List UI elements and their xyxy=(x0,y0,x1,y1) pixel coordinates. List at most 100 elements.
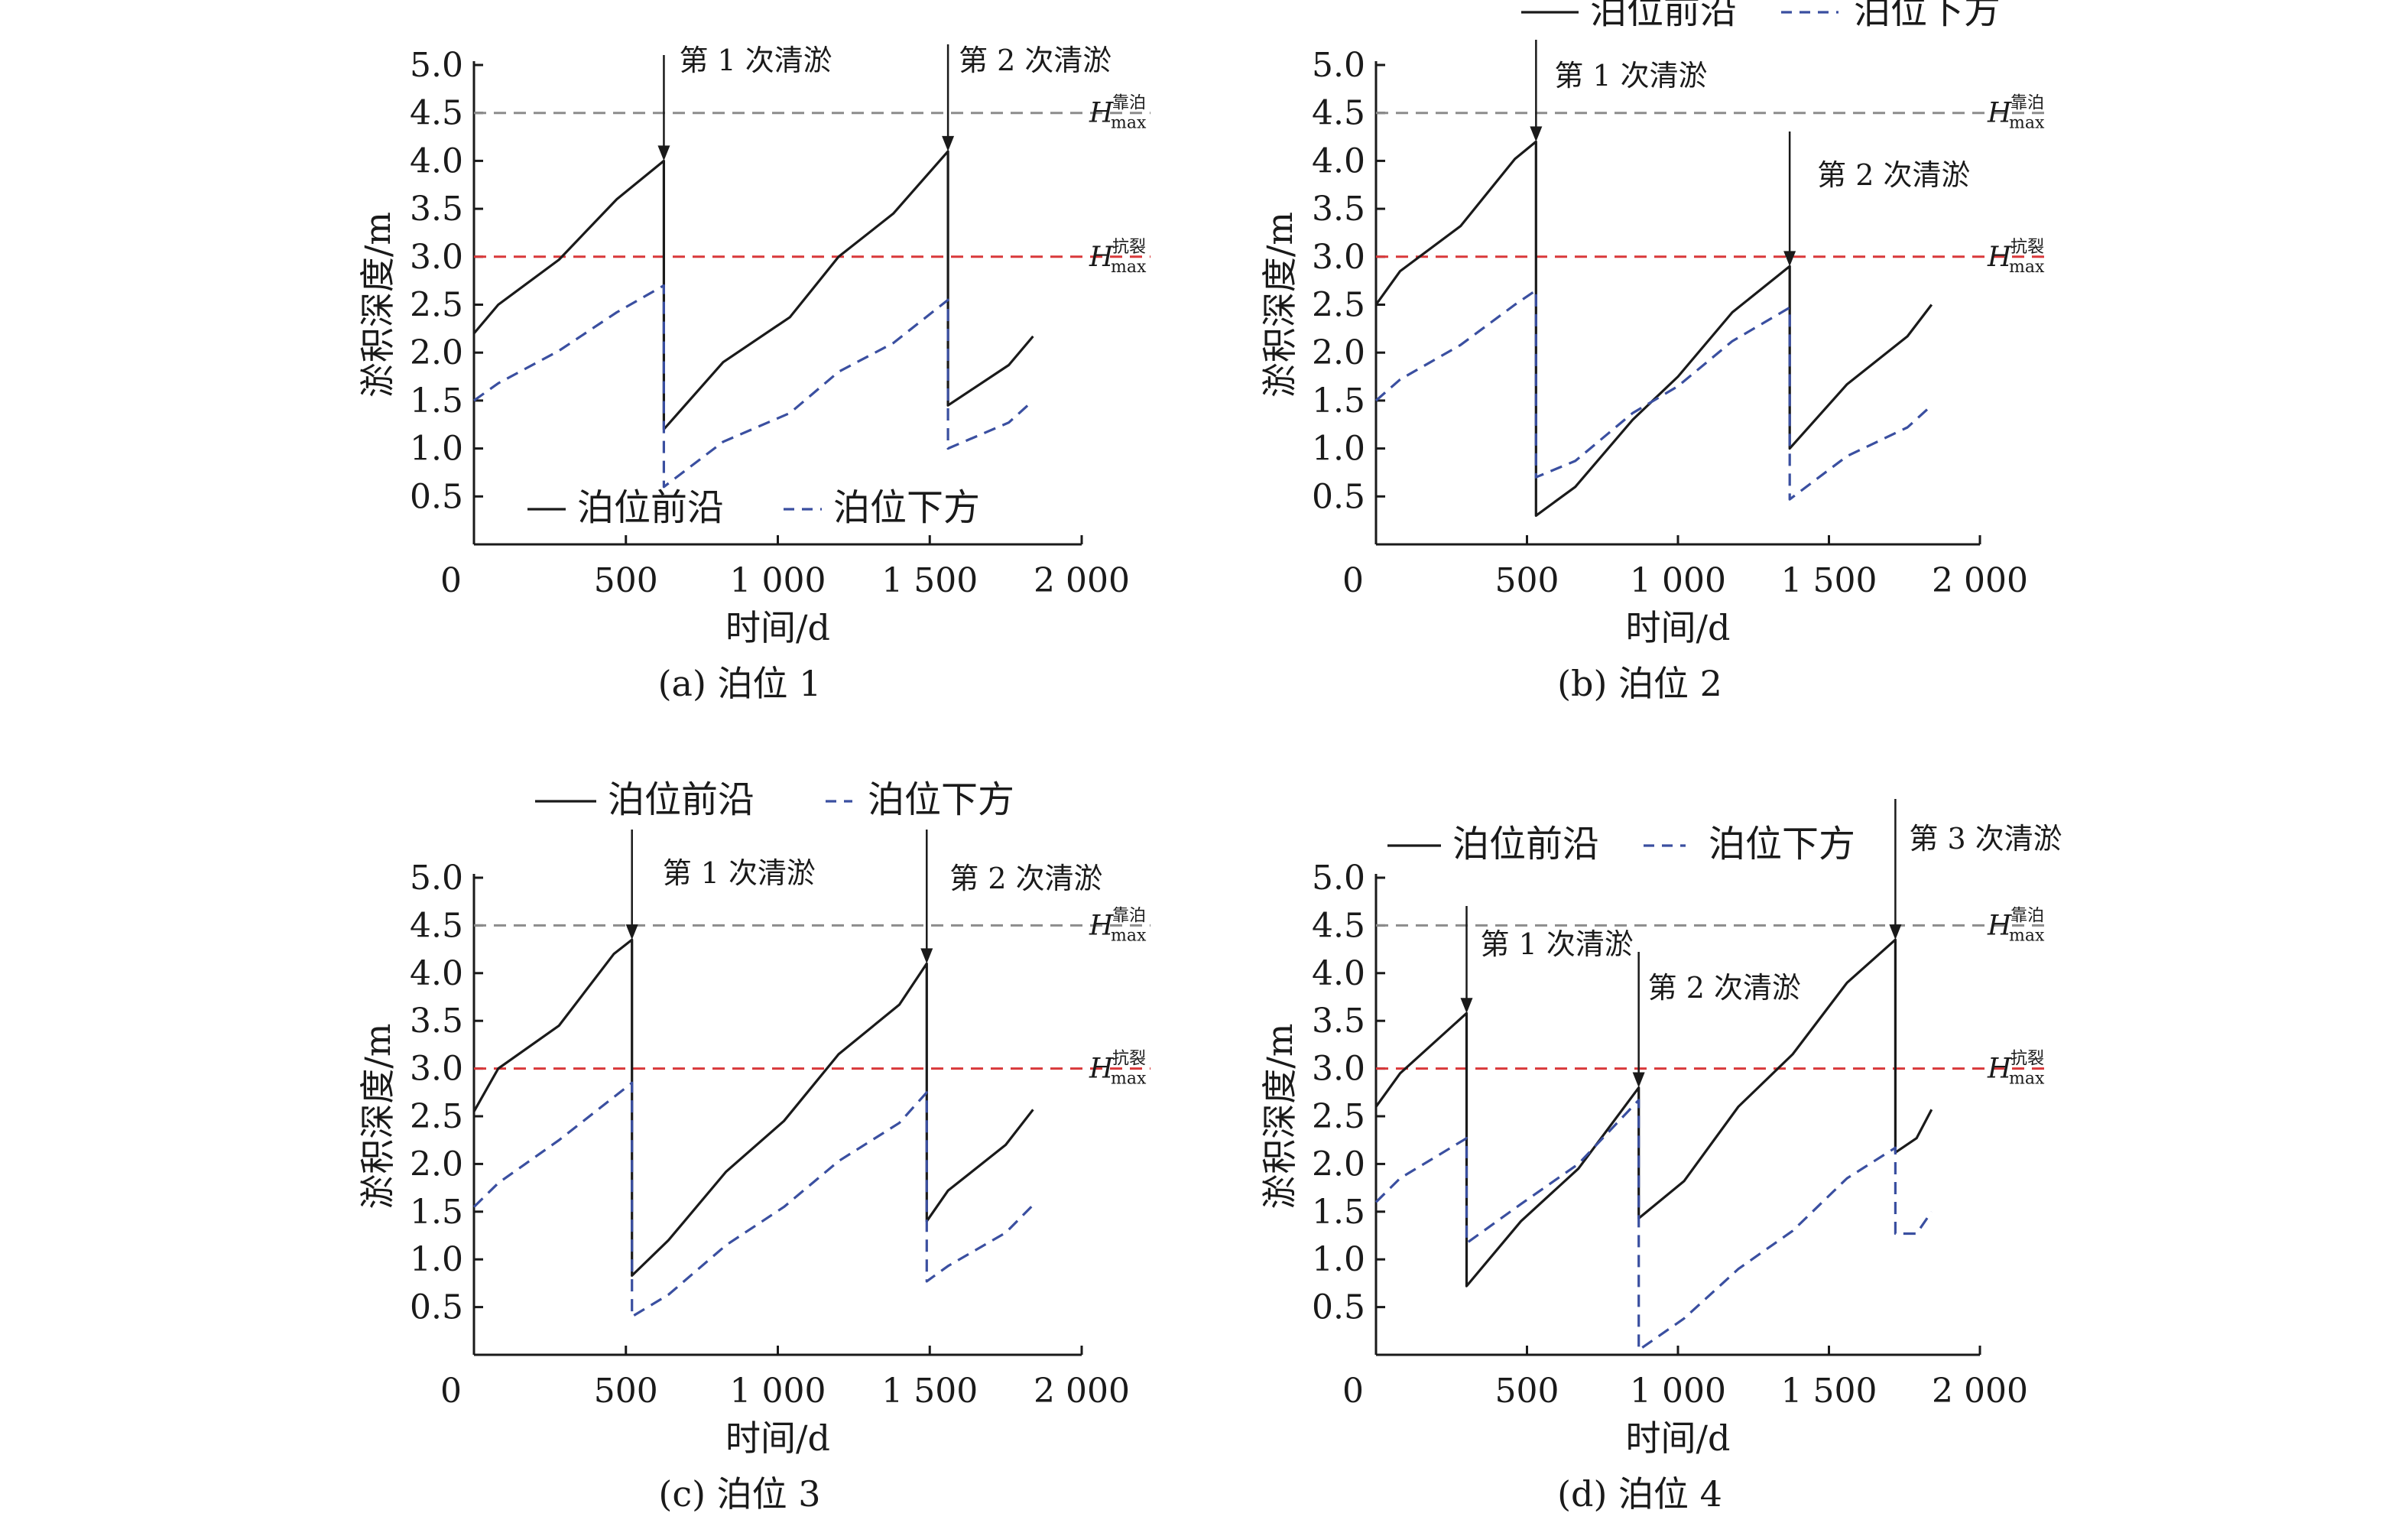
y-tick-label: 2.5 xyxy=(1312,286,1365,325)
annotation-label: 第 3 次清淤 xyxy=(1909,822,2062,856)
legend-label-below: 泊位下方 xyxy=(833,486,980,529)
y-tick-label: 4.0 xyxy=(1312,954,1365,993)
y-tick-label: 2.0 xyxy=(410,1145,463,1184)
chart-panel-2: 0.5 1.0 1.5 2.0 2.5 3.0 3.5 4.0 4.5 5.0 0 500 1 000 1… xyxy=(1259,0,2049,704)
h-max-superscript: 抗裂 xyxy=(1112,238,1146,257)
h-max-label: H xyxy=(1987,98,2012,129)
x-tick-label: 1 000 xyxy=(1630,561,1726,600)
y-tick-label: 4.5 xyxy=(410,906,463,945)
y-tick-label: 4.0 xyxy=(410,141,463,180)
h-max-label: H xyxy=(1089,910,1114,941)
h-max-label: H xyxy=(1089,98,1114,129)
x-tick-label: 2 000 xyxy=(1034,561,1130,600)
series-line-front xyxy=(472,938,1034,1277)
h-max-superscript: 靠泊 xyxy=(2010,94,2044,113)
y-tick-label: 1.0 xyxy=(1312,430,1365,469)
series-line-front xyxy=(472,150,1034,431)
annotation-arrow-head xyxy=(625,924,638,940)
x-axis-title: 时间/d xyxy=(725,607,830,648)
annotation-label: 第 2 次清淤 xyxy=(949,862,1102,895)
y-tick-label: 1.0 xyxy=(410,430,463,469)
legend-label-front: 泊位前沿 xyxy=(1452,823,1599,865)
y-tick-label: 2.5 xyxy=(1312,1097,1365,1136)
x-tick-label: 1 500 xyxy=(881,1372,978,1411)
y-tick-label: 0.5 xyxy=(1312,1288,1365,1327)
y-tick-label: 3.0 xyxy=(1312,1050,1365,1089)
x-axis-title: 时间/d xyxy=(1626,607,1731,648)
x-axis-title: 时间/d xyxy=(1626,1417,1731,1459)
x-tick-label: 0 xyxy=(1342,1372,1364,1411)
y-tick-label: 5.0 xyxy=(1312,46,1365,85)
series-line-below xyxy=(1374,1099,1933,1352)
y-tick-label: 3.5 xyxy=(410,190,463,229)
y-tick-label: 1.5 xyxy=(1312,1193,1365,1232)
panel-caption: (d) 泊位 4 xyxy=(1557,1473,1722,1515)
h-max-superscript: 靠泊 xyxy=(2010,906,2044,925)
x-tick-label: 500 xyxy=(1495,561,1559,600)
h-max-subscript: max xyxy=(1111,1070,1147,1089)
annotation-label: 第 1 次清淤 xyxy=(663,856,816,890)
x-tick-label: 1 000 xyxy=(730,1372,826,1411)
legend-label-front: 泊位前沿 xyxy=(1590,0,1737,32)
annotation-label: 第 2 次清淤 xyxy=(959,44,1112,77)
legend-label-front: 泊位前沿 xyxy=(577,486,724,529)
x-tick-label: 0 xyxy=(440,561,462,600)
h-max-superscript: 抗裂 xyxy=(1112,1050,1146,1069)
x-tick-label: 500 xyxy=(594,1372,658,1411)
y-tick-label: 2.0 xyxy=(410,333,463,372)
series-line-below xyxy=(473,284,1034,489)
x-tick-label: 1 500 xyxy=(881,561,978,600)
h-max-label: H xyxy=(1987,1054,2012,1085)
y-tick-label: 2.0 xyxy=(1312,1145,1365,1184)
y-tick-label: 0.5 xyxy=(410,477,463,516)
h-max-subscript: max xyxy=(2009,258,2045,277)
y-tick-label: 1.0 xyxy=(1312,1240,1365,1279)
x-tick-label: 2 000 xyxy=(1932,561,2028,600)
annotation-label: 第 2 次清淤 xyxy=(1648,971,1801,1005)
y-axis-title: 淤积深度/m xyxy=(357,1023,398,1209)
x-tick-label: 0 xyxy=(1342,561,1364,600)
x-tick-label: 2 000 xyxy=(1034,1372,1130,1411)
panel-caption: (b) 泊位 2 xyxy=(1557,663,1722,704)
y-tick-label: 3.0 xyxy=(410,238,463,277)
panel-caption: (a) 泊位 1 xyxy=(658,663,822,704)
y-tick-label: 4.0 xyxy=(410,954,463,993)
h-max-superscript: 靠泊 xyxy=(1112,906,1146,925)
y-tick-label: 3.0 xyxy=(410,1050,463,1089)
y-tick-label: 3.0 xyxy=(1312,238,1365,277)
annotation-label: 第 2 次清淤 xyxy=(1817,158,1970,192)
x-tick-label: 1 000 xyxy=(730,561,826,600)
y-axis-title: 淤积深度/m xyxy=(357,212,398,398)
annotation-arrow-head xyxy=(657,145,670,161)
h-max-subscript: max xyxy=(1111,926,1147,945)
y-tick-label: 5.0 xyxy=(1312,859,1365,898)
chart-panel-1: 0.5 1.0 1.5 2.0 2.5 3.0 3.5 4.0 4.5 5.0 0 500 1 000 1… xyxy=(357,44,1150,704)
panel-caption: (c) 泊位 3 xyxy=(658,1473,820,1515)
y-tick-label: 0.5 xyxy=(1312,477,1365,516)
y-tick-label: 4.0 xyxy=(1312,141,1365,180)
x-tick-label: 1 500 xyxy=(1781,1372,1877,1411)
h-max-subscript: max xyxy=(2009,1070,2045,1089)
x-tick-label: 500 xyxy=(1495,1372,1559,1411)
h-max-superscript: 抗裂 xyxy=(2010,238,2044,257)
chart-panel-3: 0.5 1.0 1.5 2.0 2.5 3.0 3.5 4.0 4.5 5.0 0 500 1 000 1… xyxy=(357,778,1150,1515)
h-max-subscript: max xyxy=(1111,114,1147,133)
y-axis-title: 淤积深度/m xyxy=(1259,212,1300,398)
y-tick-label: 3.5 xyxy=(410,1002,463,1041)
annotation-arrow-head xyxy=(1783,251,1796,267)
y-tick-label: 0.5 xyxy=(410,1288,463,1327)
x-tick-label: 0 xyxy=(440,1372,462,1411)
y-tick-label: 4.5 xyxy=(1312,906,1365,945)
series-line-below xyxy=(1374,289,1933,501)
y-tick-label: 2.5 xyxy=(410,1097,463,1136)
h-max-label: H xyxy=(1987,242,2012,273)
h-max-subscript: max xyxy=(2009,926,2045,945)
h-max-superscript: 靠泊 xyxy=(1112,94,1146,113)
annotation-label: 第 1 次清淤 xyxy=(1554,59,1707,93)
y-tick-label: 5.0 xyxy=(410,859,463,898)
legend-label-front: 泊位前沿 xyxy=(608,778,755,821)
y-tick-label: 3.5 xyxy=(1312,1002,1365,1041)
y-tick-label: 1.0 xyxy=(410,1240,463,1279)
h-max-label: H xyxy=(1089,242,1114,273)
